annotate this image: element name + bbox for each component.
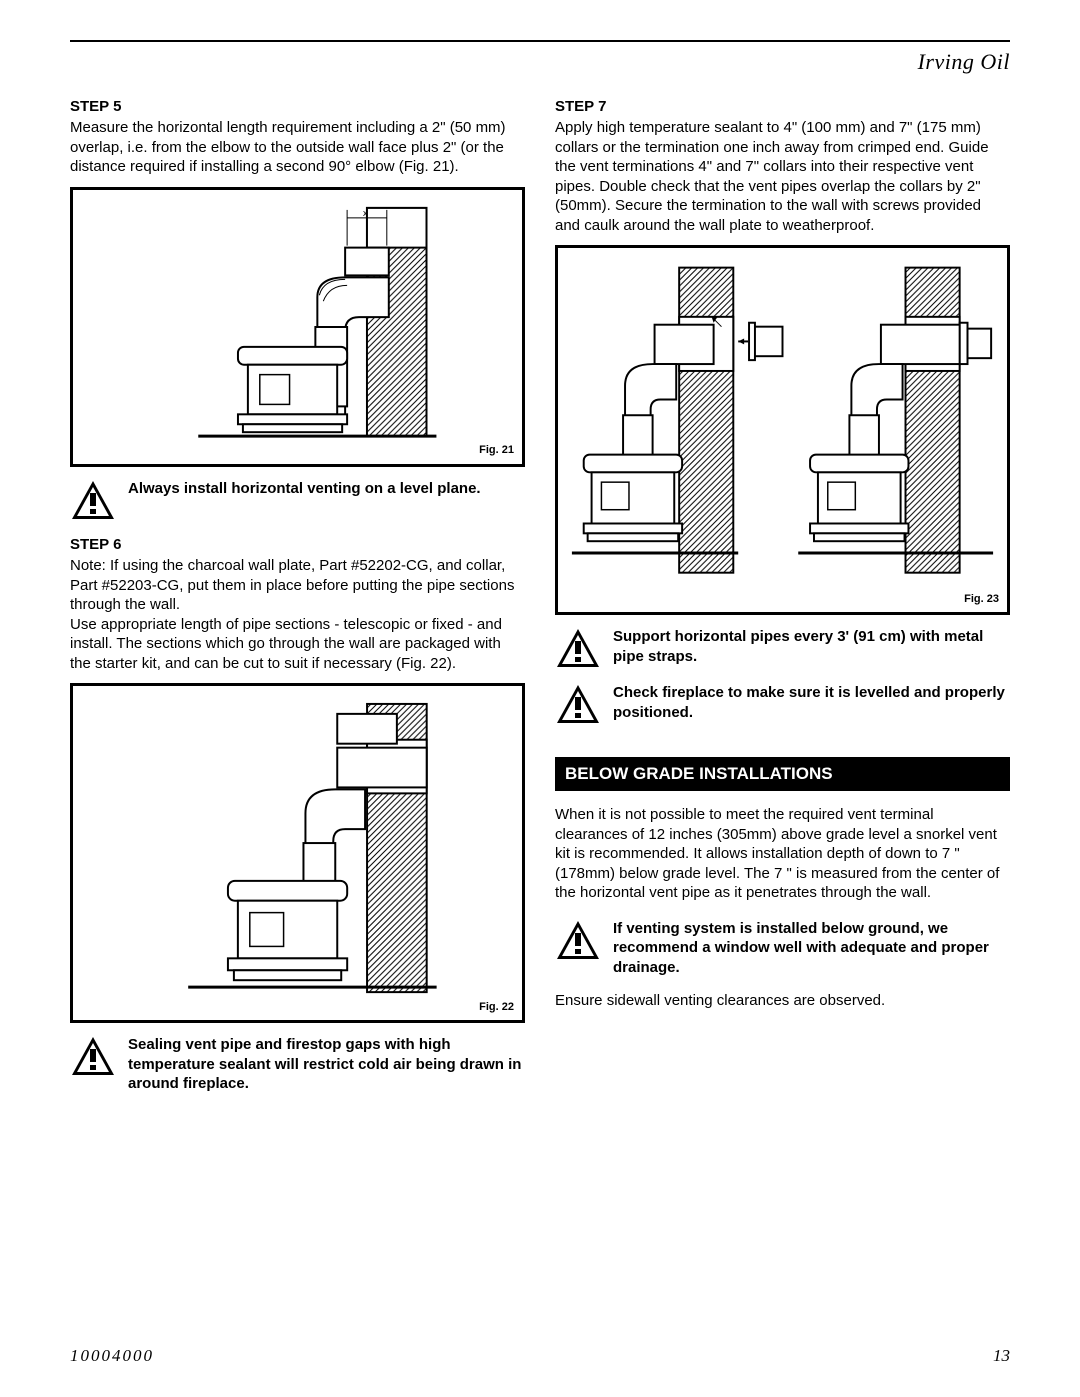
fig23-caption: Fig. 23 xyxy=(964,592,999,606)
warning-support-pipes: Support horizontal pipes every 3' (91 cm… xyxy=(555,627,1010,669)
step5-body: Measure the horizontal length requiremen… xyxy=(70,118,525,177)
doc-number: 10004000 xyxy=(70,1345,154,1367)
warning-window-well: If venting system is installed below gro… xyxy=(555,919,1010,978)
warning-level-fireplace: Check fireplace to make sure it is level… xyxy=(555,683,1010,725)
right-column: Step 7 Apply high temperature sealant to… xyxy=(555,97,1010,1108)
header-brand: Irving Oil xyxy=(70,48,1010,77)
below-grade-banner: BELOW GRADE INSTALLATIONS xyxy=(555,757,1010,791)
warning-icon xyxy=(70,479,116,521)
figure-23: Fig. 23 xyxy=(555,245,1010,615)
fig23-svg xyxy=(566,256,999,604)
warning-sealing-text: Sealing vent pipe and firestop gaps with… xyxy=(128,1035,525,1094)
step7-body: Apply high temperature sealant to 4" (10… xyxy=(555,118,1010,235)
page-number: 13 xyxy=(993,1345,1010,1367)
warning-icon xyxy=(70,1035,116,1077)
below-grade-para: When it is not possible to meet the requ… xyxy=(555,805,1010,903)
warning-icon xyxy=(555,919,601,961)
warning-icon xyxy=(555,627,601,669)
fig22-caption: Fig. 22 xyxy=(479,1000,514,1014)
warning-level-plane-text: Always install horizontal venting on a l… xyxy=(128,479,481,499)
warning-sealing: Sealing vent pipe and firestop gaps with… xyxy=(70,1035,525,1094)
page-footer: 10004000 13 xyxy=(70,1345,1010,1367)
warning-icon xyxy=(555,683,601,725)
fig21-svg: x xyxy=(81,198,514,456)
fig21-caption: Fig. 21 xyxy=(479,443,514,457)
svg-text:x: x xyxy=(363,207,368,217)
step7-head: Step 7 xyxy=(555,97,1010,117)
content-columns: Step 5 Measure the horizontal length req… xyxy=(70,97,1010,1108)
step6-head: Step 6 xyxy=(70,535,525,555)
warning-level-fireplace-text: Check fireplace to make sure it is level… xyxy=(613,683,1010,722)
fig22-svg xyxy=(81,694,514,1012)
warning-support-pipes-text: Support horizontal pipes every 3' (91 cm… xyxy=(613,627,1010,666)
step6-body: Note: If using the charcoal wall plate, … xyxy=(70,556,525,673)
left-column: Step 5 Measure the horizontal length req… xyxy=(70,97,525,1108)
figure-21: x Fig. 21 xyxy=(70,187,525,467)
warning-level-plane: Always install horizontal venting on a l… xyxy=(70,479,525,521)
figure-22: Fig. 22 xyxy=(70,683,525,1023)
header-rule xyxy=(70,40,1010,42)
ensure-clearances: Ensure sidewall venting clearances are o… xyxy=(555,991,1010,1011)
warning-window-well-text: If venting system is installed below gro… xyxy=(613,919,1010,978)
step5-head: Step 5 xyxy=(70,97,525,117)
